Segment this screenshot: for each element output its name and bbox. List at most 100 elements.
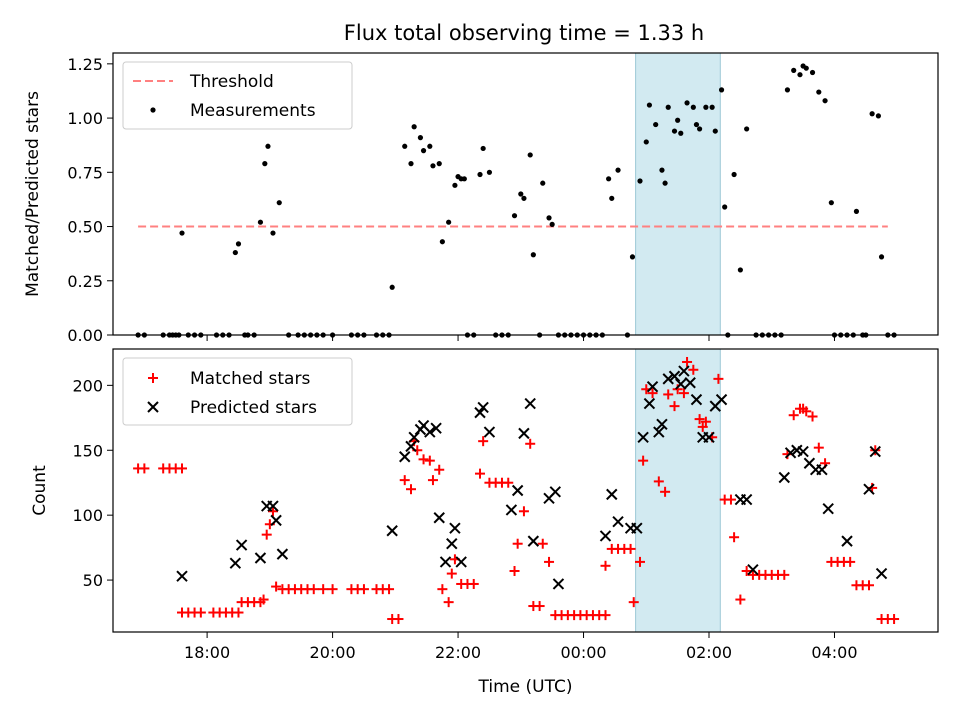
matched-star-marker <box>195 607 206 618</box>
matched-star-marker <box>427 475 438 486</box>
measurement-point <box>653 121 659 128</box>
matched-star-marker <box>669 401 680 412</box>
matched-star-marker <box>446 568 457 579</box>
predicted-star-marker <box>778 471 790 484</box>
ratio-y-tick-label: 0.50 <box>67 218 103 237</box>
measurement-point <box>678 130 684 136</box>
predicted-star-marker <box>511 484 524 497</box>
predicted-star-marker <box>703 431 715 443</box>
x-tick-label: 04:00 <box>811 643 857 662</box>
matched-star-marker <box>647 388 658 399</box>
ratio-highlight-span <box>635 52 721 336</box>
predicted-star-marker <box>656 418 668 431</box>
measurement-point <box>809 69 816 76</box>
count-y-tick-label: 200 <box>72 376 103 395</box>
ratio-y-tick-label: 0.25 <box>67 272 103 291</box>
predicted-star-marker <box>684 377 696 389</box>
matched-star-marker <box>233 607 244 618</box>
measurement-point <box>270 230 276 236</box>
ratio-y-tick-label: 0.00 <box>67 326 103 345</box>
predicted-star-marker <box>399 451 411 463</box>
measurement-point <box>853 208 860 214</box>
measurement-point <box>446 219 452 225</box>
predicted-star-marker <box>690 393 703 406</box>
measurement-point <box>257 219 264 225</box>
measurement-point <box>549 221 555 227</box>
x-axis-label: Time (UTC) <box>478 677 573 697</box>
predicted-star-marker <box>176 570 188 582</box>
matched-star-marker <box>694 414 705 425</box>
count-y-tick-label: 150 <box>72 441 103 460</box>
predicted-star-marker <box>235 539 248 551</box>
predicted-star-marker <box>797 445 809 458</box>
measurement-point <box>643 139 649 145</box>
measurement-point <box>408 161 414 167</box>
measurement-point <box>521 195 527 201</box>
measurement-point <box>675 117 681 123</box>
matched-star-marker <box>267 506 278 517</box>
measurement-point <box>665 104 671 110</box>
measurement-point <box>461 176 467 182</box>
matched-star-marker <box>788 410 799 421</box>
count-axes-frame <box>112 348 939 633</box>
predicted-star-marker <box>612 515 624 528</box>
matched-star-marker <box>399 475 410 486</box>
measurement-point <box>816 89 822 95</box>
measurement-point <box>527 152 533 158</box>
matched-star-marker <box>801 406 812 417</box>
matched-star-marker <box>406 484 417 495</box>
matched-star-marker <box>660 486 671 497</box>
legend-measurement-swatch <box>150 107 156 113</box>
predicted-star-marker <box>863 483 875 495</box>
measurement-point <box>477 171 483 178</box>
matched-star-marker <box>845 556 856 567</box>
predicted-star-marker <box>643 397 656 410</box>
x-tick-label: 18:00 <box>184 643 230 662</box>
predicted-star-marker <box>449 522 461 534</box>
predicted-star-marker <box>606 488 618 501</box>
predicted-star-marker <box>841 535 853 547</box>
measurement-point <box>615 167 621 173</box>
measurement-point <box>875 113 881 119</box>
legend-predicted-label: Predicted stars <box>190 398 317 418</box>
matched-star-marker <box>729 532 740 543</box>
matched-star-marker <box>682 356 693 367</box>
predicted-star-marker <box>653 426 665 438</box>
matched-star-marker <box>725 494 736 505</box>
predicted-star-marker <box>875 567 888 580</box>
measurement-point <box>417 135 424 141</box>
measurement-point <box>389 284 395 290</box>
matched-star-marker <box>393 614 404 625</box>
predicted-star-marker <box>229 557 242 569</box>
matched-star-marker <box>308 584 319 595</box>
measurement-point <box>179 230 185 236</box>
measurement-point <box>822 98 828 104</box>
measurement-point <box>684 100 690 106</box>
legend-matched-label: Matched stars <box>190 369 310 389</box>
measurement-point <box>530 252 536 258</box>
measurement-point <box>452 182 458 188</box>
measurement-point <box>696 126 703 132</box>
matched-star-marker <box>534 601 545 612</box>
predicted-star-marker <box>254 552 267 564</box>
measurement-point <box>671 128 678 134</box>
predicted-star-marker <box>446 538 458 550</box>
predicted-star-marker <box>552 578 565 590</box>
measurement-point <box>629 254 636 260</box>
measurement-point <box>784 87 791 93</box>
matched-star-marker <box>678 388 689 399</box>
chart-title: Flux total observing time = 1.33 h <box>344 21 704 45</box>
count-panel: 50 100 150 200 18:00 20:00 22:00 00:00 02:00 04:0… <box>30 348 939 697</box>
predicted-star-marker <box>646 380 659 393</box>
measurement-point <box>659 167 665 173</box>
predicted-star-marker <box>270 514 282 527</box>
predicted-star-marker <box>631 522 643 534</box>
matched-star-marker <box>512 538 523 549</box>
legend-measurement-label: Measurements <box>190 101 316 121</box>
matched-star-marker <box>509 565 520 576</box>
matched-star-marker <box>600 610 611 621</box>
matched-star-marker <box>503 477 514 488</box>
ratio-y-tick-label: 1.25 <box>67 55 103 74</box>
measurement-point <box>646 102 653 108</box>
measurement-point <box>480 145 486 152</box>
